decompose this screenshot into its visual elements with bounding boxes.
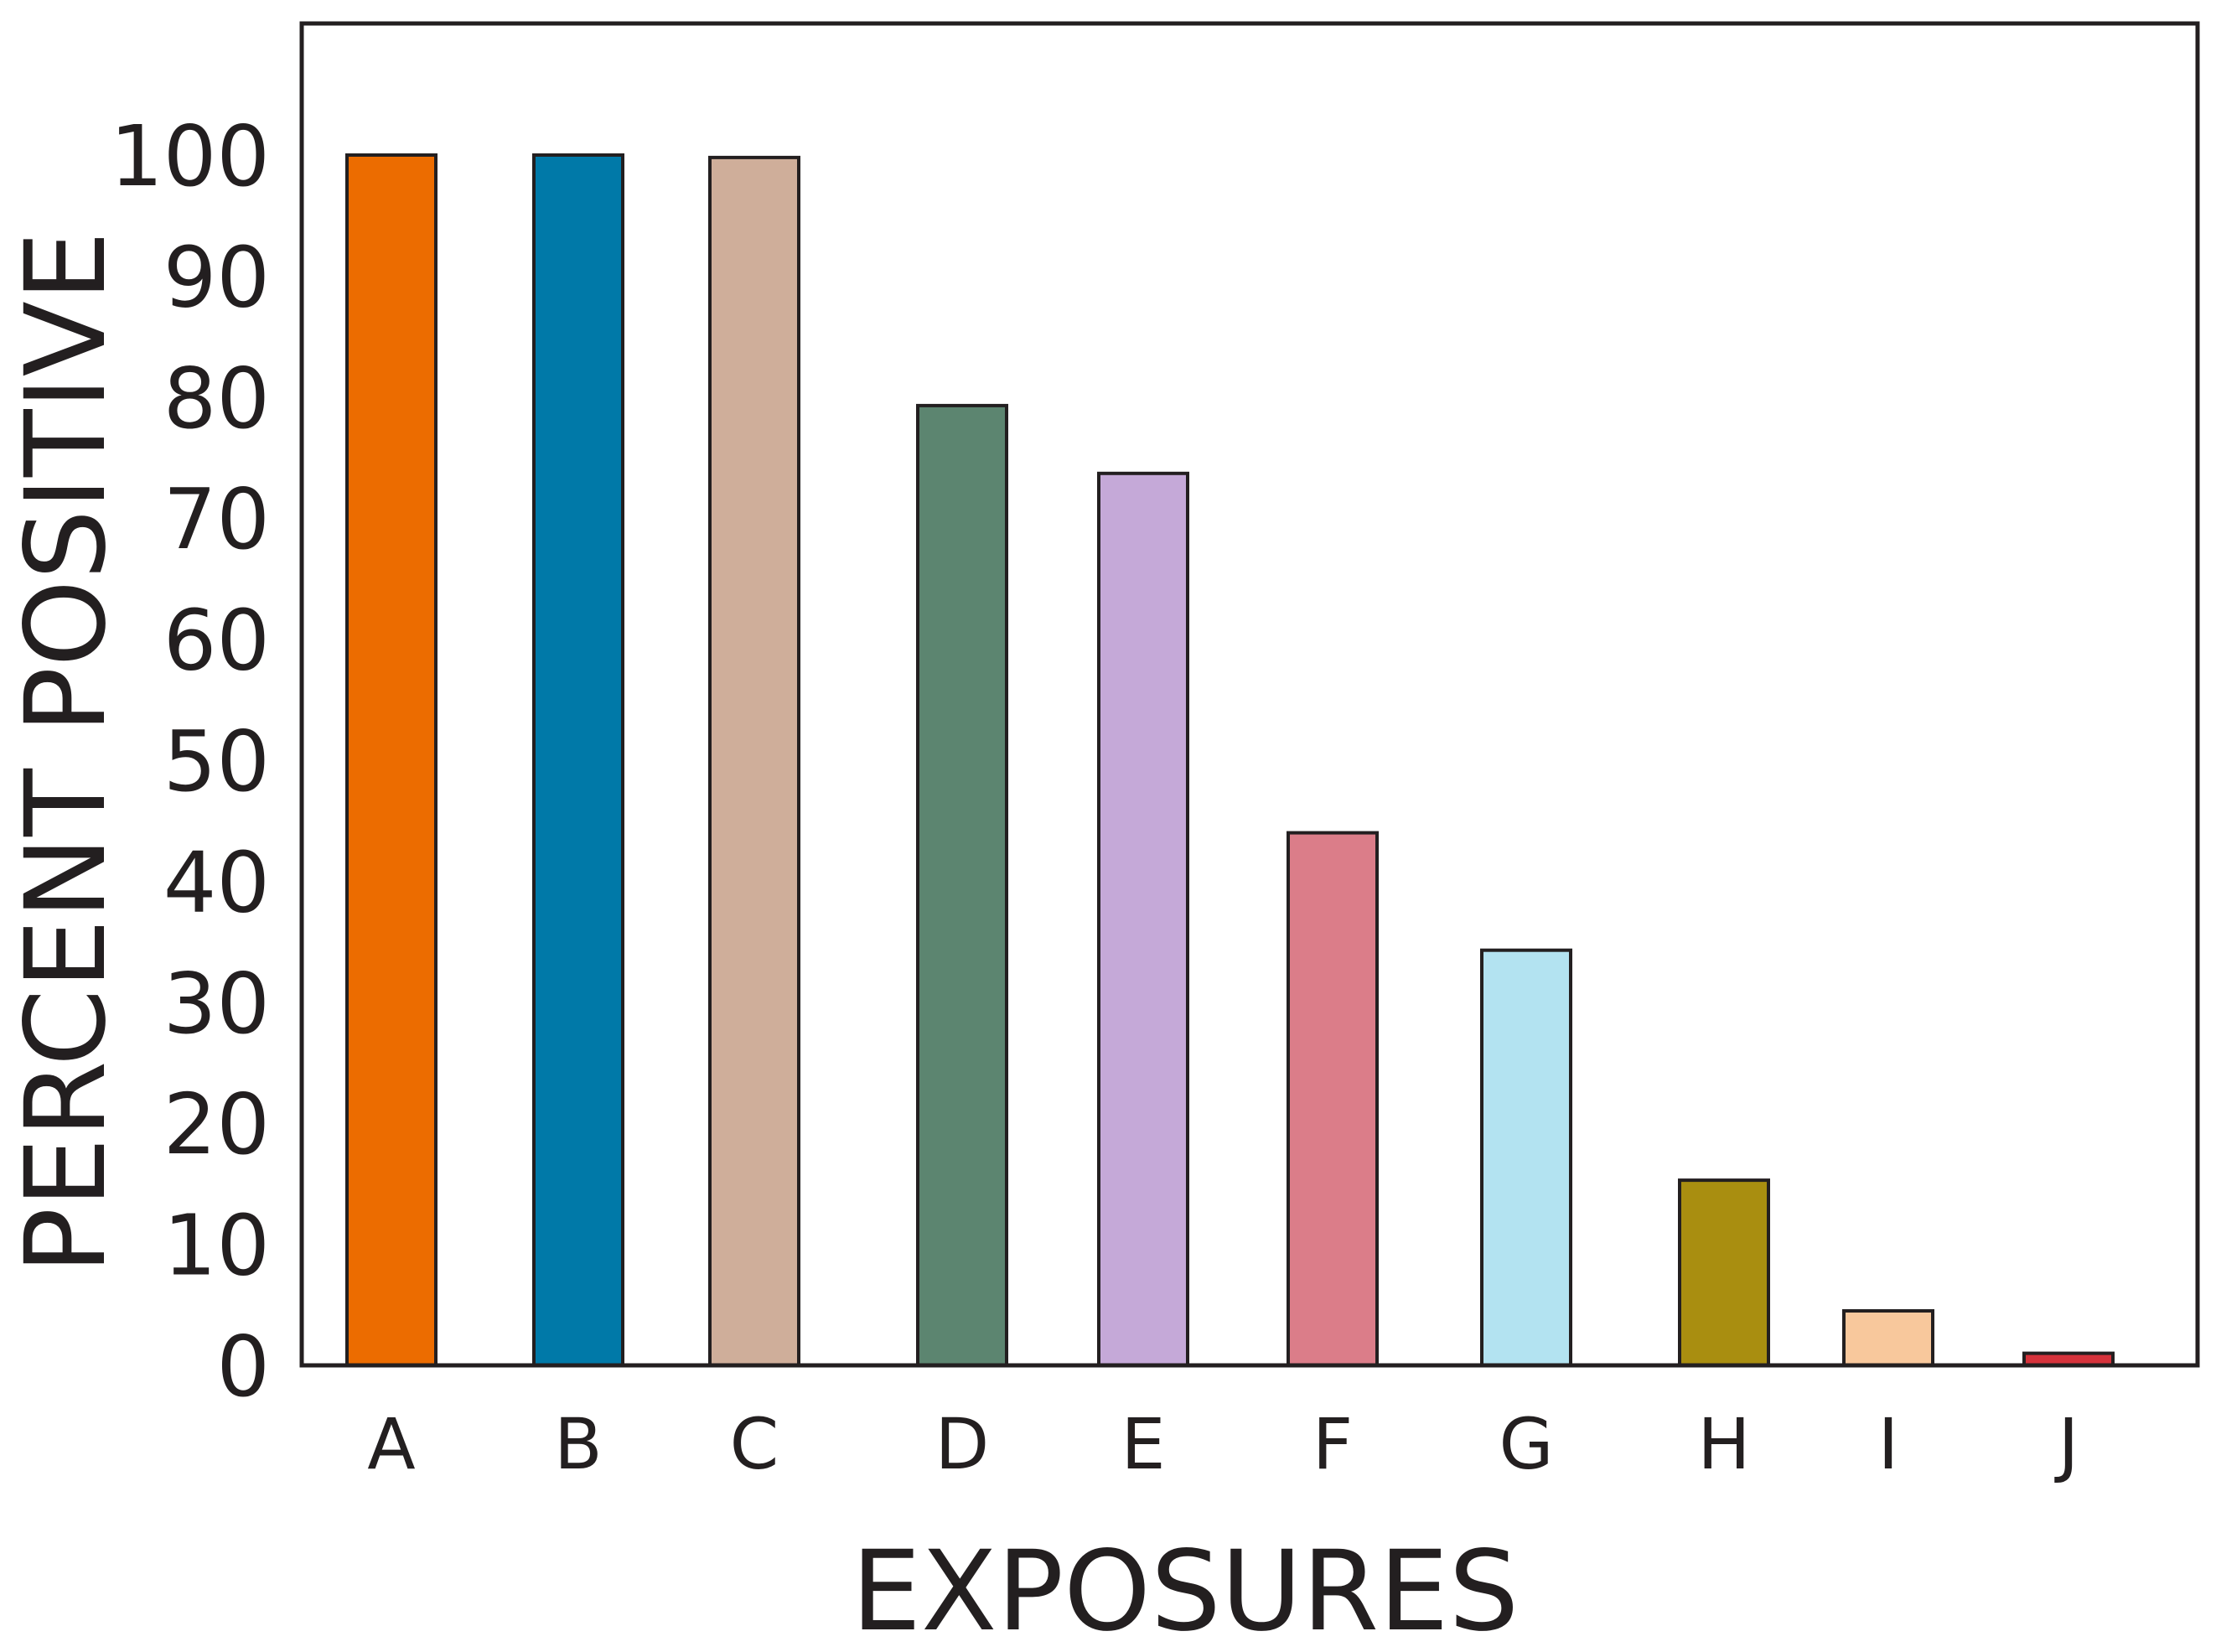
x-tick-label-h: H xyxy=(1697,1403,1750,1485)
x-axis-title: EXPOSURES xyxy=(852,1527,1520,1652)
x-tick-label-i: I xyxy=(1878,1403,1899,1485)
bar-a xyxy=(345,153,438,1367)
x-tick-label-a: A xyxy=(367,1403,415,1485)
y-tick-labels: 0 10 20 30 40 50 60 70 80 90 100 xyxy=(110,107,270,1416)
x-tick-labels: A B C D E F G H I J xyxy=(367,1403,2079,1485)
y-tick-label: 40 xyxy=(163,833,270,931)
bar-b xyxy=(532,153,624,1367)
y-tick-label: 90 xyxy=(163,228,270,326)
y-axis-title: PERCENT POSITIVE xyxy=(2,231,131,1275)
bar-d xyxy=(916,403,1008,1367)
bar-f xyxy=(1287,831,1379,1367)
bar-c xyxy=(708,155,800,1367)
y-tick-label: 10 xyxy=(163,1197,270,1295)
y-tick-label: 20 xyxy=(163,1075,270,1173)
bar-i xyxy=(1842,1309,1934,1367)
y-tick-label: 70 xyxy=(163,470,270,568)
y-tick-label: 30 xyxy=(163,955,270,1053)
y-tick-label: 50 xyxy=(163,712,270,810)
x-tick-label-d: D xyxy=(935,1403,990,1485)
bar-g xyxy=(1480,948,1572,1367)
x-tick-label-f: F xyxy=(1313,1403,1353,1485)
y-tick-label: 80 xyxy=(163,350,270,448)
x-tick-label-g: G xyxy=(1499,1403,1553,1485)
plot-frame xyxy=(299,21,2200,1368)
y-tick-label: 0 xyxy=(216,1318,270,1416)
bar-e xyxy=(1097,471,1189,1367)
x-tick-label-c: C xyxy=(730,1403,779,1485)
y-tick-label: 100 xyxy=(110,107,270,205)
bars-layer xyxy=(345,153,2115,1367)
bar-h xyxy=(1678,1178,1770,1367)
x-tick-label-e: E xyxy=(1121,1403,1165,1485)
y-tick-label: 60 xyxy=(163,592,270,690)
x-tick-label-b: B xyxy=(554,1403,603,1485)
x-tick-label-j: J xyxy=(2054,1403,2079,1485)
